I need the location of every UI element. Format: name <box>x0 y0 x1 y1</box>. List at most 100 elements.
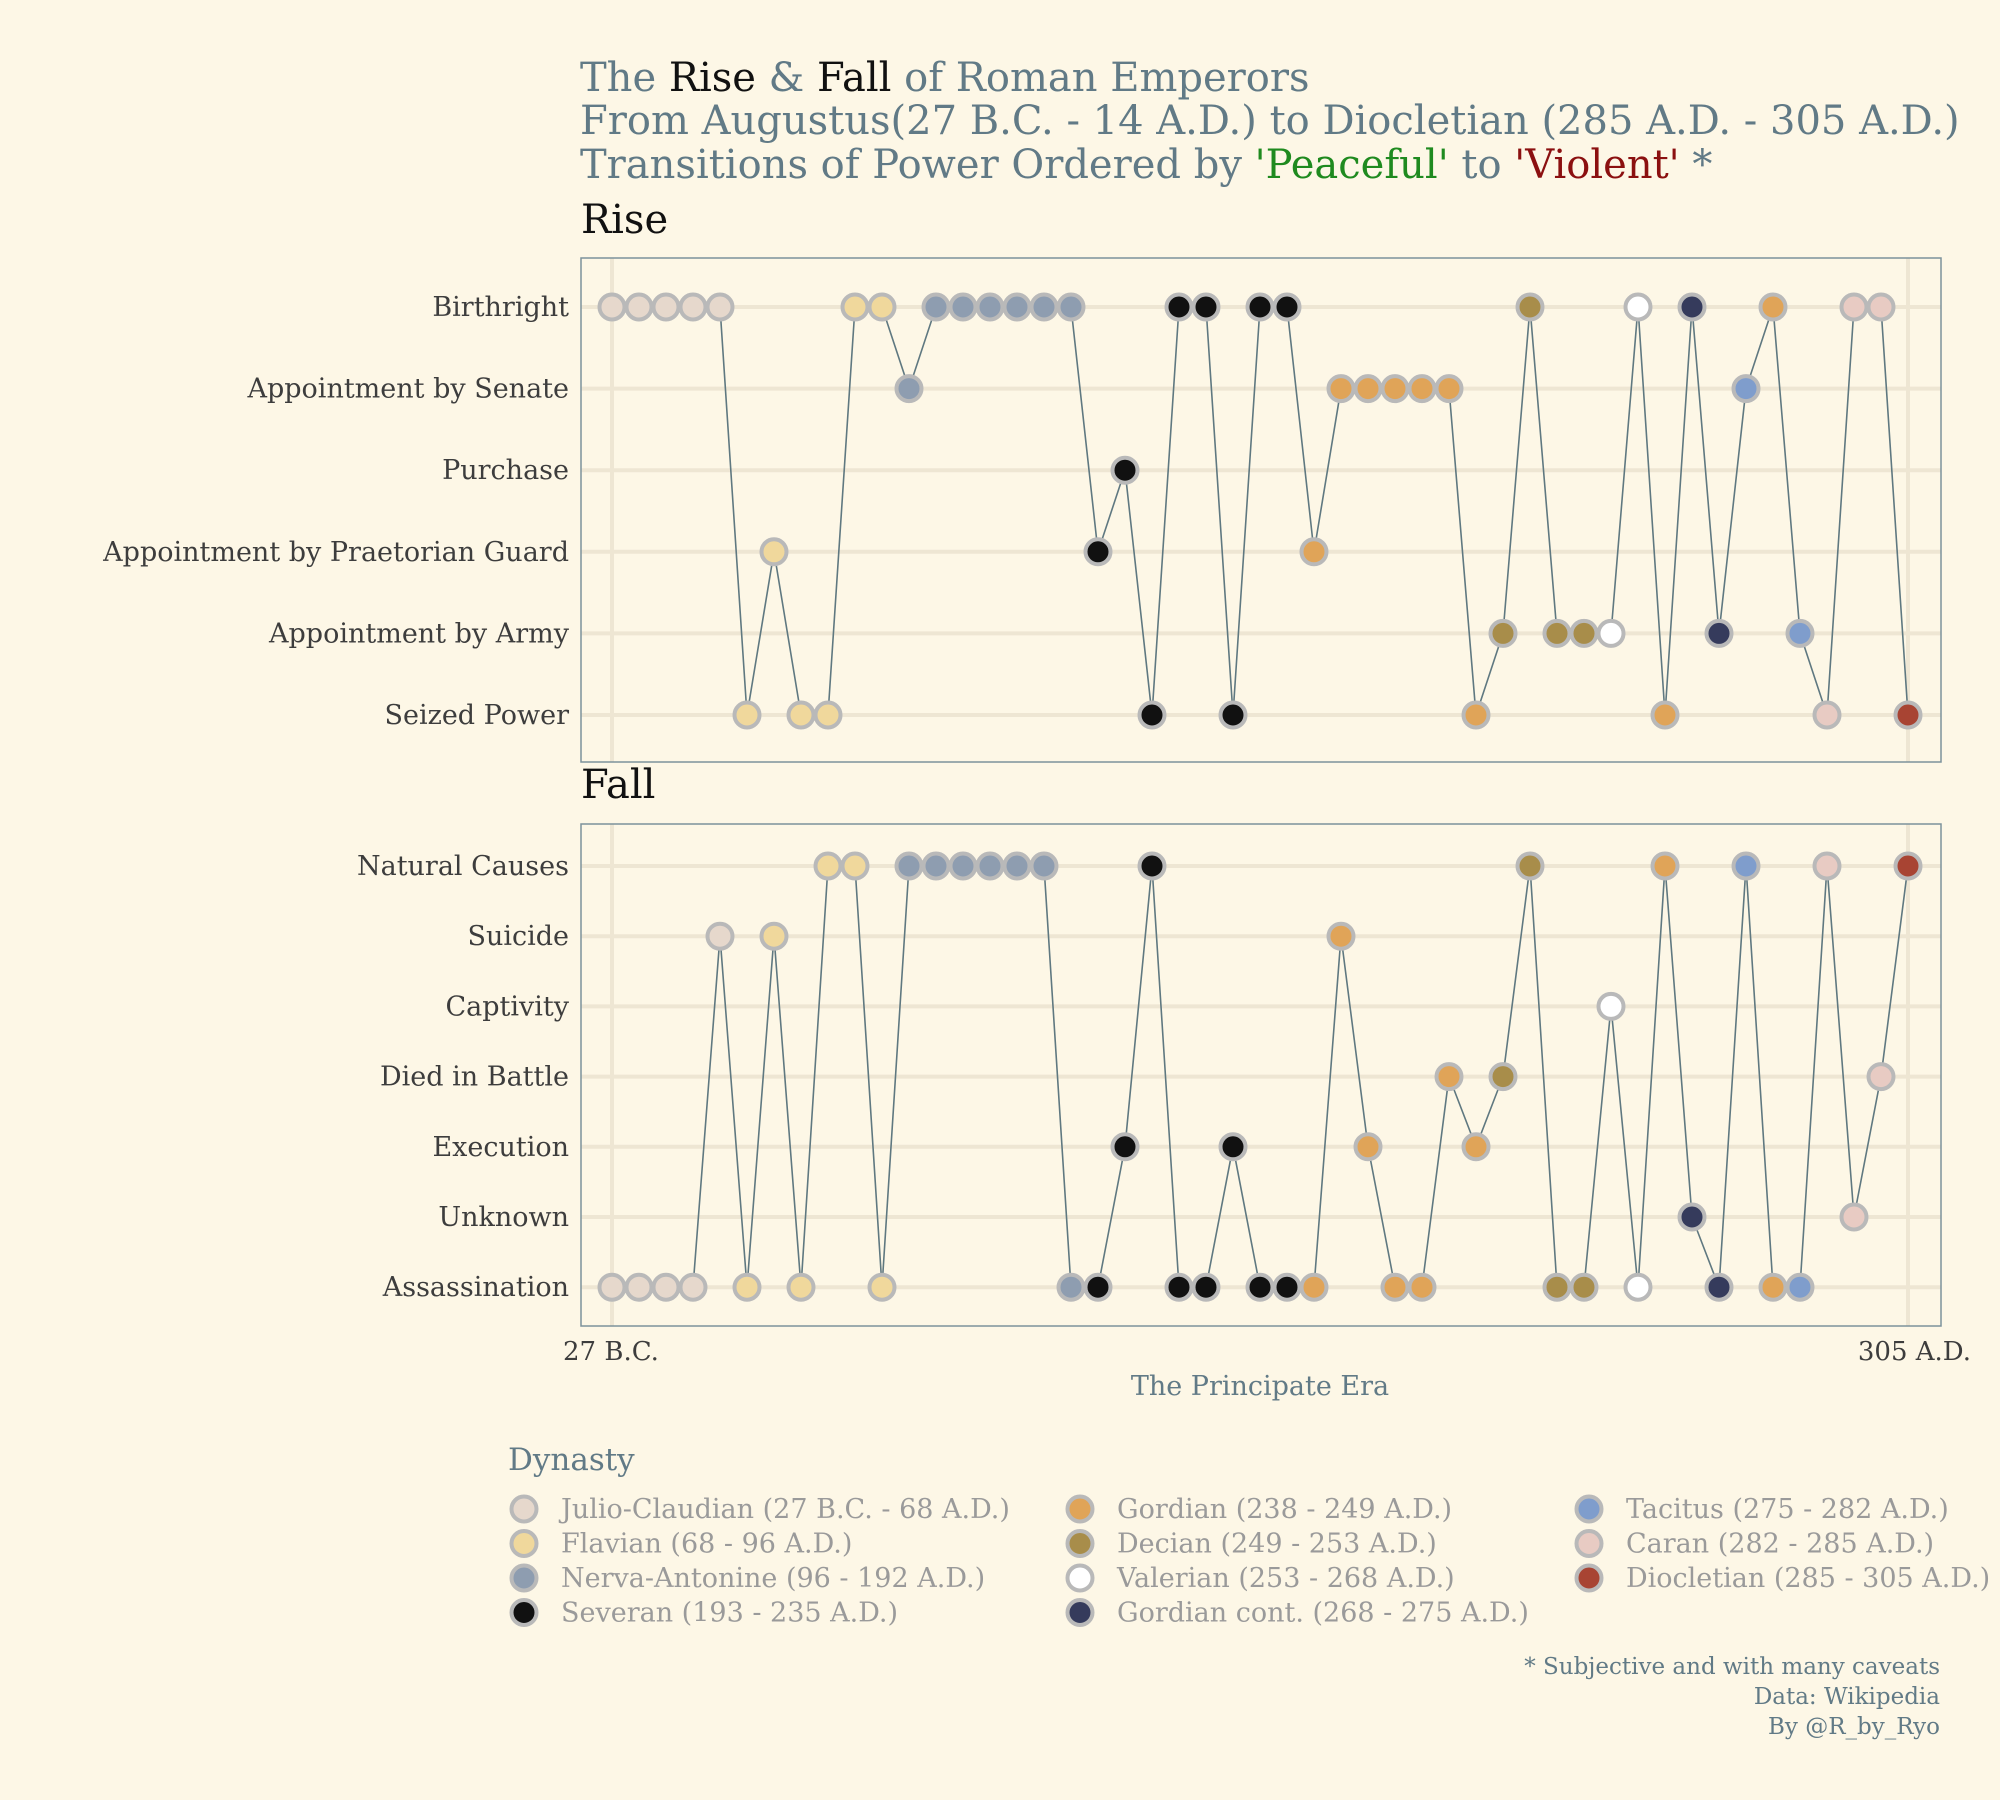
title-segment: The <box>580 55 669 101</box>
legend-item: Flavian (68 - 96 A.D.) <box>509 1529 852 1560</box>
y-category-label: Appointment by Senate <box>246 374 569 405</box>
data-point <box>1785 1272 1815 1302</box>
data-point <box>1137 851 1167 881</box>
data-point <box>894 374 924 404</box>
data-point <box>1434 1062 1464 1092</box>
legend-item: Diocletian (285 - 305 A.D.) <box>1574 1563 1990 1594</box>
data-point <box>1218 700 1248 730</box>
data-point <box>1353 1132 1383 1162</box>
legend-swatch <box>1065 1529 1095 1558</box>
legend-swatch <box>1574 1529 1604 1558</box>
data-point <box>975 851 1005 881</box>
legend-item: Valerian (253 - 268 A.D.) <box>1065 1563 1455 1594</box>
data-point <box>1650 851 1680 881</box>
data-point <box>1866 292 1896 322</box>
data-point <box>1299 537 1329 567</box>
chart-title-line-1: The Rise & Fall of Roman Emperors <box>580 55 1310 101</box>
data-point <box>1704 618 1734 648</box>
title-segment: * <box>1680 142 1713 188</box>
data-point <box>1056 292 1086 322</box>
y-category-label: Appointment by Army <box>268 618 570 649</box>
data-point <box>1083 537 1113 567</box>
legend-swatch <box>509 1563 539 1593</box>
data-point <box>624 1272 654 1302</box>
data-point <box>1893 851 1923 881</box>
legend-swatch <box>1065 1494 1095 1524</box>
data-point <box>894 851 924 881</box>
data-point <box>651 1272 681 1302</box>
legend-label: Flavian (68 - 96 A.D.) <box>561 1529 852 1560</box>
legend-item: Tacitus (275 - 282 A.D.) <box>1574 1494 1949 1525</box>
data-point <box>1272 1272 1302 1302</box>
data-point <box>1650 700 1680 730</box>
data-point <box>1731 851 1761 881</box>
panel-rise: Rise Birthright Appointment by Senate Purch… <box>102 197 1942 763</box>
legend-label: Julio-Claudian (27 B.C. - 68 A.D.) <box>558 1494 1010 1525</box>
x-axis-label: The Principate Era <box>1131 1371 1389 1402</box>
y-category-label: Seized Power <box>384 700 569 731</box>
y-category-label: Suicide <box>467 921 569 952</box>
facet-panels: Rise Birthright Appointment by Senate Purch… <box>102 197 1942 1327</box>
data-point <box>1866 1062 1896 1092</box>
title-segment: Fall <box>817 55 891 101</box>
data-point <box>1218 1132 1248 1162</box>
data-point <box>705 921 735 951</box>
title-segment: & <box>756 55 817 101</box>
data-point <box>732 1272 762 1302</box>
data-point <box>1191 1272 1221 1302</box>
chart-title-line-3: Transitions of Power Ordered by 'Peacefu… <box>580 142 1712 188</box>
data-point <box>786 1272 816 1302</box>
data-point <box>1407 1272 1437 1302</box>
y-category-label: Natural Causes <box>357 851 569 882</box>
data-point <box>1785 618 1815 648</box>
title-segment: Transitions of Power Ordered by <box>580 142 1255 188</box>
data-point <box>1677 292 1707 322</box>
data-point <box>597 1272 627 1302</box>
series-line <box>612 306 1909 716</box>
data-point <box>1542 1272 1572 1302</box>
y-category-label: Captivity <box>445 991 569 1022</box>
data-point <box>1623 292 1653 322</box>
data-point <box>1839 292 1869 322</box>
legend-swatch <box>509 1598 539 1627</box>
legend-item: Caran (282 - 285 A.D.) <box>1574 1529 1934 1560</box>
data-point <box>1488 618 1518 648</box>
caption-author: By @R_by_Ryo <box>1768 1714 1940 1740</box>
data-point <box>1164 1272 1194 1302</box>
data-point <box>1110 455 1140 485</box>
data-point <box>1002 851 1032 881</box>
chart-title-line-2: From Augustus(27 B.C. - 14 A.D.) to Dioc… <box>580 98 1960 144</box>
data-point <box>1812 700 1842 730</box>
data-point <box>1515 851 1545 881</box>
data-point <box>1461 700 1491 730</box>
y-category-label: Execution <box>432 1132 569 1163</box>
legend-label: Caran (282 - 285 A.D.) <box>1626 1529 1934 1560</box>
data-point <box>1515 292 1545 322</box>
title-segment: 'Peaceful' <box>1255 142 1449 188</box>
data-point <box>1542 618 1572 648</box>
caption-source: Data: Wikipedia <box>1754 1684 1940 1710</box>
legend-swatch <box>1065 1563 1095 1593</box>
data-point <box>1731 374 1761 404</box>
data-point <box>1002 292 1032 322</box>
legend-swatch <box>509 1494 539 1524</box>
legend-item: Decian (249 - 253 A.D.) <box>1065 1529 1437 1560</box>
data-point <box>1407 374 1437 404</box>
data-point <box>840 851 870 881</box>
data-point <box>1029 292 1059 322</box>
data-point <box>1164 292 1194 322</box>
title-segment: of Roman Emperors <box>891 55 1309 101</box>
data-point <box>678 292 708 322</box>
data-point <box>1326 921 1356 951</box>
y-category-label: Purchase <box>442 455 569 486</box>
legend-title: Dynasty <box>508 1442 635 1478</box>
legend-item: Severan (193 - 235 A.D.) <box>509 1598 898 1629</box>
data-point <box>1569 618 1599 648</box>
panel-fall: Fall Natural Causes Suicide Captivity Died i… <box>357 762 1942 1327</box>
legend-swatch <box>1574 1494 1604 1524</box>
data-point <box>1353 374 1383 404</box>
data-point <box>759 537 789 567</box>
legend: Julio-Claudian (27 B.C. - 68 A.D.) Flavia… <box>509 1494 1990 1629</box>
data-point <box>759 921 789 951</box>
